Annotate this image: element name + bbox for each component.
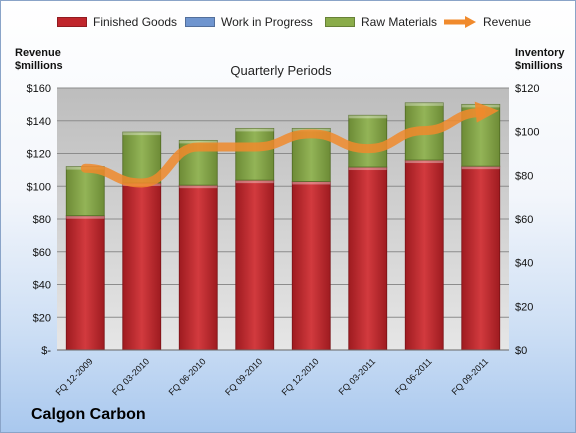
legend-swatch-raw-materials — [325, 17, 355, 27]
legend: Finished Goods Work in Progress Raw Mate… — [1, 15, 575, 33]
bar-highlight — [461, 166, 500, 170]
x-tick-label: FQ 12-2010 — [280, 356, 321, 397]
bar-finished-goods — [122, 182, 162, 351]
legend-item-raw-materials: Raw Materials — [325, 15, 437, 29]
left-tick-label: $60 — [33, 247, 51, 259]
bar-raw-materials — [348, 114, 388, 168]
revenue-arrowhead — [474, 101, 499, 123]
legend-label-revenue: Revenue — [483, 15, 532, 29]
bar-highlight — [179, 140, 218, 144]
x-tick-label: FQ 09-2011 — [450, 356, 491, 397]
bar-raw-materials — [122, 131, 162, 184]
left-axis-title-line2: $millions — [15, 60, 63, 72]
right-tick-label: $120 — [515, 83, 539, 95]
x-tick-label: FQ 12-2009 — [54, 356, 95, 397]
left-tick-label: $80 — [33, 214, 51, 226]
right-tick-label: $100 — [515, 127, 539, 139]
bar-finished-goods — [404, 159, 444, 351]
bar-raw-materials — [235, 127, 275, 181]
bar-finished-goods — [178, 184, 218, 351]
bar-highlight — [348, 115, 387, 119]
x-tick-label: FQ 09-2010 — [223, 356, 264, 397]
x-tick-label: FQ 03-2010 — [110, 356, 151, 397]
bar-finished-goods — [65, 215, 105, 351]
legend-swatch-finished-goods — [57, 17, 87, 27]
bar-finished-goods — [348, 166, 388, 351]
right-axis-title-line1: Inventory — [515, 47, 565, 59]
x-tick-label: FQ 03-2011 — [337, 356, 378, 397]
right-tick-label: $40 — [515, 258, 533, 270]
company-name: Calgon Carbon — [31, 406, 146, 423]
legend-label-raw-materials: Raw Materials — [361, 15, 438, 29]
legend-arrow-icon — [444, 16, 476, 28]
bar-highlight — [405, 160, 444, 164]
legend-swatch-work-in-progress — [185, 17, 215, 27]
left-tick-label: $100 — [27, 181, 51, 193]
left-axis-title-line1: Revenue — [15, 47, 61, 59]
right-tick-label: $0 — [515, 345, 527, 357]
bar-highlight — [122, 132, 161, 136]
left-tick-label: $160 — [27, 83, 51, 95]
bar-finished-goods — [291, 181, 331, 351]
bar-highlight — [348, 167, 387, 171]
left-tick-label: $140 — [27, 116, 51, 128]
x-tick-label: FQ 06-2010 — [167, 356, 208, 397]
chart-title: Quarterly Periods — [230, 63, 332, 78]
right-axis-title: Inventory $millions — [515, 47, 565, 73]
legend-item-work-in-progress: Work in Progress — [185, 15, 313, 29]
legend-label-finished-goods: Finished Goods — [93, 15, 178, 29]
revenue-line — [80, 108, 486, 188]
bar-highlight — [405, 102, 444, 106]
right-tick-label: $20 — [515, 301, 533, 313]
bar-highlight — [235, 128, 274, 132]
left-axis-title: Revenue $millions — [15, 47, 63, 73]
legend-item-finished-goods: Finished Goods — [57, 15, 177, 29]
left-tick-label: $20 — [33, 312, 51, 324]
left-tick-label: $40 — [33, 280, 51, 292]
left-tick-label: $- — [41, 345, 51, 357]
bar-highlight — [235, 180, 274, 184]
bar-highlight — [179, 185, 218, 189]
bar-finished-goods — [461, 165, 501, 351]
left-tick-label: $120 — [27, 149, 51, 161]
bar-highlight — [66, 215, 105, 219]
right-tick-label: $60 — [515, 214, 533, 226]
right-axis-title-line2: $millions — [515, 60, 563, 72]
right-tick-label: $80 — [515, 170, 533, 182]
bar-finished-goods — [235, 179, 275, 351]
legend-item-revenue: Revenue — [443, 15, 531, 29]
legend-label-work-in-progress: Work in Progress — [221, 15, 313, 29]
bar-highlight — [292, 181, 331, 185]
x-tick-label: FQ 06-2011 — [393, 356, 434, 397]
